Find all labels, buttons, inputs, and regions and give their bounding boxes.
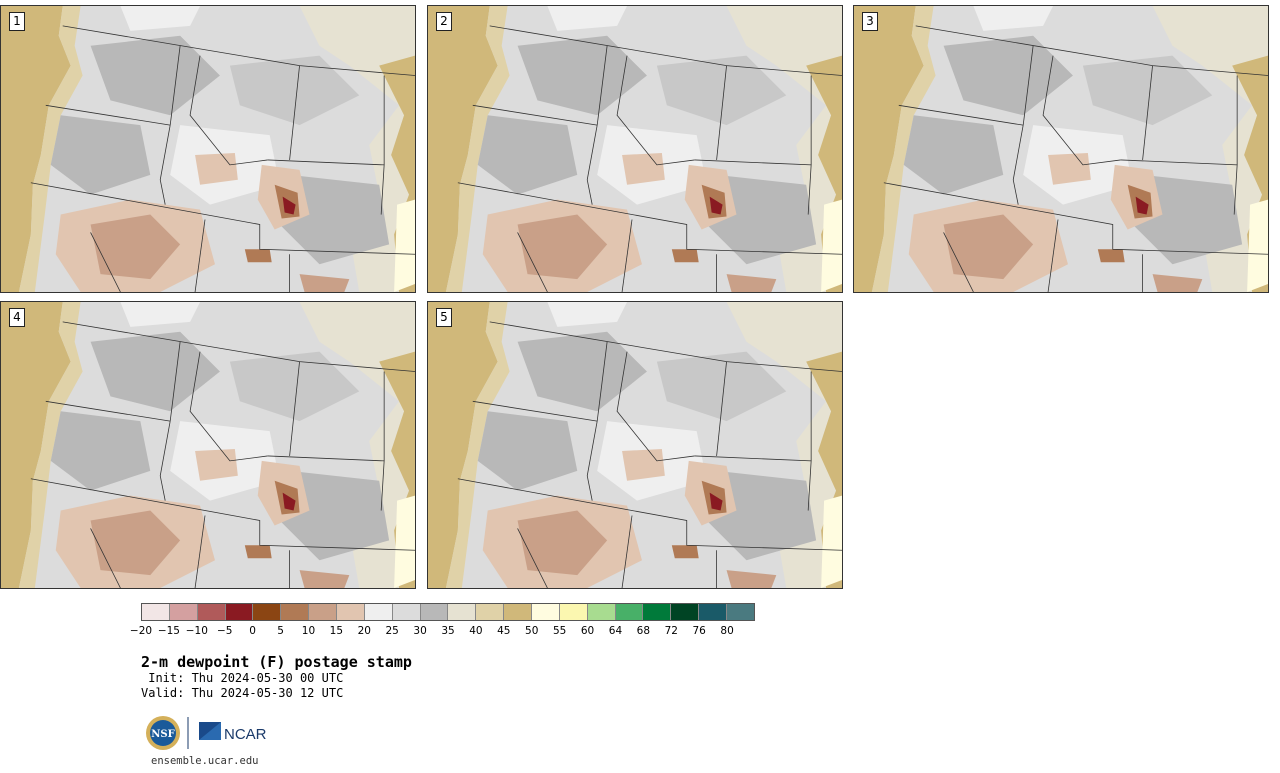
map-fill-3: [854, 6, 1268, 292]
colorbar-swatch: [643, 604, 672, 620]
map-fill-5: [428, 302, 842, 588]
colorbar-tick-label: 30: [413, 625, 427, 637]
panel-label: 3: [862, 12, 878, 31]
colorbar-tick-label: 5: [277, 625, 284, 637]
colorbar-swatch: [169, 604, 198, 620]
colorbar-tick-label: −20: [129, 625, 153, 637]
colorbar-swatch: [392, 604, 421, 620]
colorbar-ticks: −20 −15 −10 −5 0 5 10 15 20 25 30 35 40 45 50 55 60 64 68 7…: [130, 625, 755, 639]
colorbar-swatch: [281, 604, 310, 620]
colorbar-swatch: [309, 604, 338, 620]
map-panel-5: 5: [427, 301, 843, 589]
map-panel-2: 2: [427, 5, 843, 293]
colorbar-swatch: [142, 604, 170, 620]
panel-label: 5: [436, 308, 452, 327]
colorbar-swatch: [197, 604, 226, 620]
colorbar-tick-label: 55: [552, 625, 567, 637]
panel-label: 4: [9, 308, 25, 327]
colorbar-swatch: [727, 604, 754, 620]
colorbar-tick-label: 20: [357, 625, 371, 637]
colorbar-swatch: [559, 604, 588, 620]
colorbar-swatch: [420, 604, 449, 620]
map-fill-2: [428, 6, 842, 292]
colorbar-tick-label: −5: [216, 625, 233, 637]
colorbar-swatch: [671, 604, 700, 620]
colorbar-tick-label: 80: [720, 625, 734, 637]
colorbar-tick-label: 72: [664, 625, 678, 637]
colorbar-swatch: [504, 604, 533, 620]
colorbar-tick-label: −15: [157, 625, 180, 637]
panel-label: 1: [9, 12, 25, 31]
plot-title: 2-m dewpoint (F) postage stamp: [141, 653, 412, 671]
colorbar-swatch: [448, 604, 477, 620]
map-panel-4: 4: [0, 301, 416, 589]
colorbar-swatch: [699, 604, 728, 620]
valid-time: Valid: Thu 2024-05-30 12 UTC: [141, 686, 344, 700]
colorbar-tick-label: 40: [469, 625, 483, 637]
colorbar-swatch: [476, 604, 505, 620]
colorbar-swatch: [532, 604, 560, 620]
init-time: Init: Thu 2024-05-30 00 UTC: [141, 671, 344, 685]
colorbar-swatch: [587, 604, 616, 620]
footer-link[interactable]: ensemble.ucar.edu: [151, 755, 259, 767]
map-fill-4: [1, 302, 415, 588]
colorbar-tick-label: 76: [692, 625, 706, 637]
colorbar-tick-label: 35: [441, 625, 455, 637]
colorbar: [141, 603, 755, 621]
panel-label: 2: [436, 12, 452, 31]
colorbar-tick-label: 60: [580, 625, 595, 637]
map-fill-1: [1, 6, 415, 292]
colorbar-tick-label: 15: [329, 625, 344, 637]
colorbar-swatch: [337, 604, 365, 620]
colorbar-tick-label: 68: [636, 625, 651, 637]
map-panel-3: 3: [853, 5, 1269, 293]
ncar-logo-text: NCAR: [224, 726, 267, 743]
colorbar-tick-label: 50: [525, 625, 539, 637]
colorbar-tick-label: 45: [497, 625, 511, 637]
colorbar-tick-label: 64: [608, 625, 623, 637]
colorbar-tick-label: 0: [249, 625, 256, 637]
colorbar-tick-label: 25: [385, 625, 399, 637]
map-panel-1: 1: [0, 5, 416, 293]
colorbar-swatch: [615, 604, 644, 620]
nsf-logo: NSF NCAR: [146, 716, 267, 750]
colorbar-swatch: [253, 604, 282, 620]
colorbar-tick-label: 10: [301, 625, 316, 637]
colorbar-tick-label: −10: [185, 625, 208, 637]
colorbar-swatch: [225, 604, 254, 620]
logos: NSF NCAR: [145, 714, 275, 754]
nsf-logo-text: NSF: [151, 729, 174, 740]
colorbar-swatch: [364, 604, 393, 620]
